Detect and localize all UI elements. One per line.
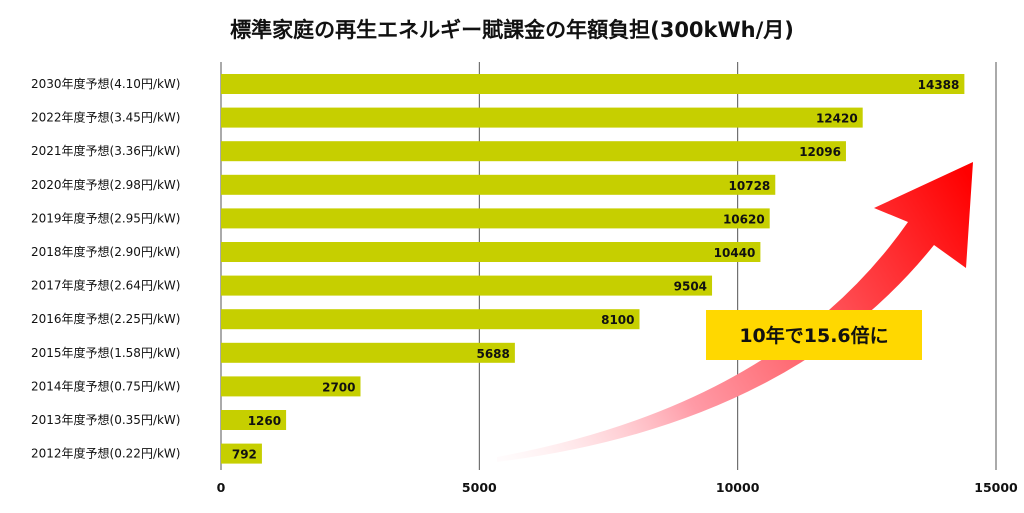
callout-text: 10年で15.6倍に: [739, 324, 888, 347]
x-tick-label: 0: [217, 480, 226, 495]
data-label: 10620: [723, 212, 765, 226]
grid-lines: [220, 62, 997, 470]
bar: [221, 174, 776, 195]
data-label: 10440: [714, 246, 756, 260]
category-label: 2020年度予想(2.98円/kW): [31, 177, 180, 192]
bar: [221, 208, 770, 229]
bar: [221, 275, 713, 296]
x-tick-label: 15000: [974, 480, 1018, 495]
category-label: 2016年度予想(2.25円/kW): [31, 311, 180, 326]
bar: [221, 107, 863, 128]
data-label: 9504: [674, 280, 707, 294]
labels: 2030年度予想(4.10円/kW) 14388 2022年度予想(3.45円/kW…: [31, 76, 959, 462]
data-label: 2700: [322, 380, 355, 394]
x-axis-ticks: 0 5000 10000 15000: [217, 480, 1018, 495]
category-label: 2017年度予想(2.64円/kW): [31, 278, 180, 293]
data-label: 12420: [816, 112, 858, 126]
category-label: 2014年度予想(0.75円/kW): [31, 378, 180, 393]
data-label: 12096: [799, 145, 841, 159]
bar: [221, 443, 262, 464]
bar: [221, 242, 761, 262]
data-label: 8100: [601, 313, 634, 327]
bar: [221, 309, 640, 330]
bar: [221, 410, 287, 430]
category-label: 2018年度予想(2.90円/kW): [31, 244, 180, 259]
data-label: 14388: [918, 78, 960, 92]
data-label: 792: [232, 448, 257, 462]
category-label: 2019年度予想(2.95円/kW): [31, 210, 180, 225]
data-label: 5688: [476, 347, 509, 361]
category-label: 2030年度予想(4.10円/kW): [31, 76, 180, 91]
x-tick-label: 5000: [462, 480, 497, 495]
category-label: 2021年度予想(3.36円/kW): [31, 143, 180, 158]
category-label: 2022年度予想(3.45円/kW): [31, 110, 180, 125]
bar: [221, 342, 515, 363]
callout-box: [706, 310, 922, 360]
x-tick-label: 10000: [716, 480, 760, 495]
category-label: 2013年度予想(0.35円/kW): [31, 412, 180, 427]
bar: [221, 141, 846, 162]
category-label: 2015年度予想(1.58円/kW): [31, 345, 180, 360]
category-label: 2012年度予想(0.22円/kW): [31, 446, 180, 461]
chart-title: 標準家庭の再生エネルギー賦課金の年額負担(300kWh/月): [230, 18, 794, 42]
bars: [221, 74, 965, 464]
growth-arrow: [497, 162, 973, 462]
bar: [221, 74, 965, 94]
growth-callout: 10年で15.6倍に: [706, 310, 922, 360]
data-label: 1260: [248, 414, 281, 428]
data-label: 10728: [729, 179, 771, 193]
bar: [221, 376, 361, 397]
